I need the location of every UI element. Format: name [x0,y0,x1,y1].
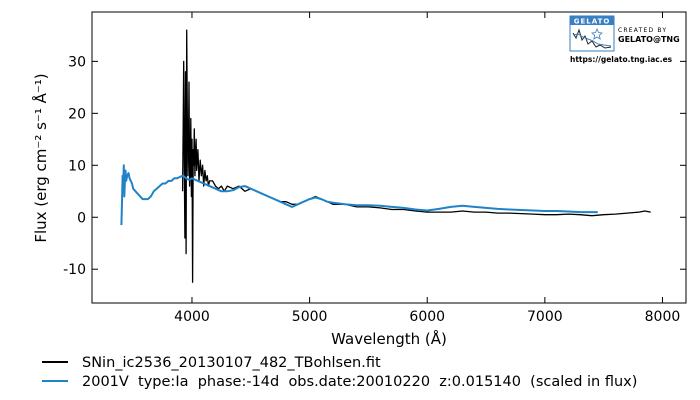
x-tick-label-7000: 7000 [527,309,563,325]
y-tick-label-20: 20 [68,106,86,122]
x-tick-label-6000: 6000 [409,309,445,325]
logo-badge-text: GELATO [574,18,611,26]
logo-star-icon [591,27,603,40]
series-observed-line [181,29,651,283]
legend: SNin_ic2536_20130107_482_TBohlsen.fit 20… [42,355,637,390]
logo-spectrum-icon [572,28,612,49]
axis-ticks: 4000 5000 6000 7000 8000 -10 0 10 20 30 [63,12,686,325]
gelato-logo: GELATO CREATED BY GELATO@TNG https://gel… [569,15,680,64]
y-tick-label-30: 30 [68,54,86,70]
x-tick-label-5000: 5000 [292,309,328,325]
series-layer [120,29,651,283]
series-template-line [120,164,598,226]
logo-badge [570,16,614,25]
y-tick-label-0: 0 [77,210,86,226]
logo-created-by: CREATED BY [618,27,667,34]
legend-label-observed: SNin_ic2536_20130107_482_TBohlsen.fit [82,355,381,371]
logo-url: https://gelato.tng.iac.es [570,55,673,64]
y-tick-label-10: 10 [68,158,86,174]
legend-label-template: 2001V type:Ia phase:-14d obs.date:200102… [82,374,637,390]
plot-frame [91,11,687,304]
logo-gelato-tng: GELATO@TNG [618,35,680,44]
x-tick-label-4000: 4000 [174,309,210,325]
x-axis-label: Wavelength (Å) [331,329,447,348]
x-tick-label-8000: 8000 [645,309,681,325]
logo-spectrum-icon-blue [572,33,612,47]
y-axis-label: Flux (erg cm⁻² s⁻¹ Å⁻¹) [31,73,50,242]
y-tick-label--10: -10 [63,262,86,278]
